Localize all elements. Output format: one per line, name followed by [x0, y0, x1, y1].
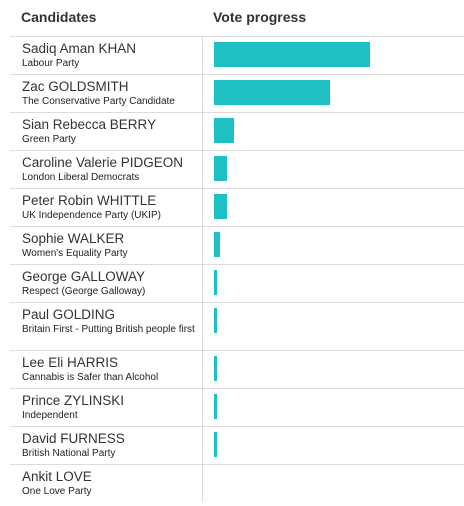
candidate-cell: Lee Eli HARRIS Cannabis is Safer than Alc…	[10, 351, 203, 388]
vote-progress-bar	[214, 118, 234, 143]
candidate-name: Zac GOLDSMITH	[22, 79, 129, 94]
table-row: Sadiq Aman KHAN Labour Party	[10, 37, 464, 75]
candidate-party: Women's Equality Party	[22, 248, 128, 259]
table-row: David FURNESS British National Party	[10, 427, 464, 465]
table-row: Zac GOLDSMITH The Conservative Party Cand…	[10, 75, 464, 113]
table-row: Paul GOLDING Britain First - Putting Brit…	[10, 303, 464, 351]
candidate-cell: Paul GOLDING Britain First - Putting Brit…	[10, 303, 203, 350]
vote-progress-column-header: Vote progress	[213, 9, 307, 25]
table-row: Caroline Valerie PIDGEON London Liberal D…	[10, 151, 464, 189]
vote-progress-bar	[214, 394, 217, 419]
candidate-party: One Love Party	[22, 486, 92, 497]
candidate-name: Caroline Valerie PIDGEON	[22, 155, 184, 170]
candidate-party: Cannabis is Safer than Alcohol	[22, 372, 159, 383]
candidate-name: David FURNESS	[22, 431, 125, 446]
candidate-cell: Caroline Valerie PIDGEON London Liberal D…	[10, 151, 203, 188]
vote-progress-bar	[214, 432, 217, 457]
vote-progress-bar	[214, 356, 217, 381]
vote-results-table: Candidates Vote progress Sadiq Aman KHAN…	[10, 0, 464, 502]
candidates-column-header: Candidates	[21, 9, 97, 25]
table-row: Ankit LOVE One Love Party	[10, 465, 464, 502]
table-row: Peter Robin WHITTLE UK Independence Party…	[10, 189, 464, 227]
candidate-party: Independent	[22, 410, 78, 421]
candidate-cell: Sian Rebecca BERRY Green Party	[10, 113, 203, 150]
candidate-name: Ankit LOVE	[22, 469, 92, 484]
candidate-name: Paul GOLDING	[22, 307, 116, 322]
table-row: Lee Eli HARRIS Cannabis is Safer than Alc…	[10, 351, 464, 389]
vote-progress-bar	[214, 308, 217, 333]
candidate-cell: Prince ZYLINSKI Independent	[10, 389, 203, 426]
candidate-name: Peter Robin WHITTLE	[22, 193, 157, 208]
candidate-cell: George GALLOWAY Respect (George Galloway)	[10, 265, 203, 302]
table-row: George GALLOWAY Respect (George Galloway)	[10, 265, 464, 303]
candidate-cell: Ankit LOVE One Love Party	[10, 465, 203, 502]
table-row: Sophie WALKER Women's Equality Party	[10, 227, 464, 265]
vote-progress-bar	[214, 42, 370, 67]
candidate-name: Sophie WALKER	[22, 231, 125, 246]
candidate-party: Britain First - Putting British people f…	[22, 324, 195, 335]
table-row: Sian Rebecca BERRY Green Party	[10, 113, 464, 151]
candidate-party: The Conservative Party Candidate	[22, 96, 175, 107]
candidate-party: UK Independence Party (UKIP)	[22, 210, 161, 221]
candidate-party: Green Party	[22, 134, 76, 145]
table-row: Prince ZYLINSKI Independent	[10, 389, 464, 427]
candidate-name: Prince ZYLINSKI	[22, 393, 125, 408]
candidate-name: Sadiq Aman KHAN	[22, 41, 137, 56]
vote-progress-bar	[214, 194, 227, 219]
vote-progress-bar	[214, 80, 330, 105]
vote-progress-bar	[214, 232, 220, 257]
candidate-cell: Zac GOLDSMITH The Conservative Party Cand…	[10, 75, 203, 112]
vote-progress-bar	[214, 156, 227, 181]
candidate-name: George GALLOWAY	[22, 269, 146, 284]
candidate-cell: Sophie WALKER Women's Equality Party	[10, 227, 203, 264]
candidate-cell: David FURNESS British National Party	[10, 427, 203, 464]
candidate-name: Lee Eli HARRIS	[22, 355, 119, 370]
candidate-party: British National Party	[22, 448, 116, 459]
candidate-party: London Liberal Democrats	[22, 172, 140, 183]
table-header: Candidates Vote progress	[10, 0, 464, 37]
candidate-party: Labour Party	[22, 58, 80, 69]
candidate-party: Respect (George Galloway)	[22, 286, 146, 297]
candidate-rows: Sadiq Aman KHAN Labour Party Zac GOLDSMITH…	[10, 37, 464, 502]
candidate-cell: Peter Robin WHITTLE UK Independence Party…	[10, 189, 203, 226]
vote-progress-bar	[214, 270, 217, 295]
candidate-cell: Sadiq Aman KHAN Labour Party	[10, 37, 203, 74]
candidate-name: Sian Rebecca BERRY	[22, 117, 157, 132]
